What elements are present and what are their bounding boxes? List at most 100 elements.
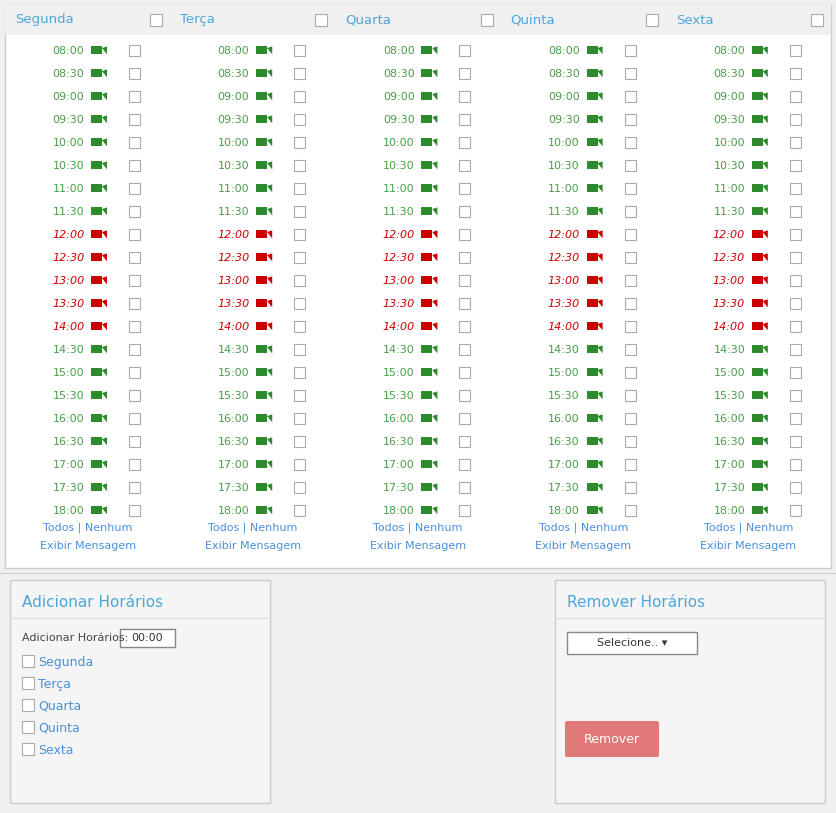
Bar	[790, 345, 801, 355]
Polygon shape	[432, 93, 437, 100]
Polygon shape	[598, 207, 603, 215]
Text: 17:30: 17:30	[53, 484, 84, 493]
Text: 18:00: 18:00	[217, 506, 249, 516]
Polygon shape	[102, 69, 107, 77]
Text: Todos | Nenhum: Todos | Nenhum	[538, 523, 628, 533]
Polygon shape	[762, 391, 767, 399]
Polygon shape	[102, 254, 107, 261]
Bar	[315, 14, 328, 26]
Bar	[790, 115, 801, 125]
Text: 10:30: 10:30	[383, 161, 415, 172]
Polygon shape	[268, 93, 273, 100]
Polygon shape	[762, 46, 767, 54]
Text: 09:00: 09:00	[713, 93, 745, 102]
Text: 14:30: 14:30	[53, 346, 84, 355]
Text: 12:00: 12:00	[52, 230, 84, 241]
Bar	[421, 69, 432, 77]
Polygon shape	[102, 276, 107, 285]
Bar	[587, 69, 598, 77]
Bar	[587, 138, 598, 146]
Polygon shape	[762, 93, 767, 100]
Bar	[129, 413, 140, 424]
Polygon shape	[268, 69, 273, 77]
Polygon shape	[762, 115, 767, 124]
Text: 12:30: 12:30	[548, 254, 580, 263]
Bar	[790, 482, 801, 493]
Bar	[624, 68, 635, 80]
Text: 17:30: 17:30	[383, 484, 415, 493]
Bar	[624, 482, 635, 493]
Bar	[129, 437, 140, 447]
Text: Terça: Terça	[38, 677, 71, 690]
Bar	[421, 299, 432, 307]
Bar	[22, 677, 34, 689]
Text: Exibir Mensagem: Exibir Mensagem	[535, 541, 631, 551]
Polygon shape	[102, 391, 107, 399]
Polygon shape	[102, 322, 107, 330]
Text: 17:00: 17:00	[53, 460, 84, 471]
Bar	[624, 413, 635, 424]
Bar	[811, 14, 823, 26]
Text: 10:00: 10:00	[383, 138, 415, 148]
Bar	[294, 207, 305, 217]
Text: 08:00: 08:00	[548, 46, 580, 56]
Polygon shape	[102, 415, 107, 422]
Polygon shape	[598, 299, 603, 307]
Bar	[624, 115, 635, 125]
Polygon shape	[432, 254, 437, 261]
Text: Sexta: Sexta	[38, 744, 74, 757]
Bar	[91, 484, 102, 491]
Text: 13:30: 13:30	[52, 299, 84, 310]
Polygon shape	[102, 93, 107, 100]
Bar	[294, 46, 305, 56]
Bar	[22, 721, 34, 733]
Polygon shape	[268, 391, 273, 399]
Bar	[5, 5, 831, 35]
Bar	[91, 506, 102, 515]
Text: 14:00: 14:00	[382, 322, 415, 333]
Polygon shape	[598, 93, 603, 100]
Text: 16:30: 16:30	[713, 437, 745, 447]
Text: 16:00: 16:00	[548, 415, 580, 424]
Bar	[587, 346, 598, 354]
Bar	[587, 415, 598, 422]
Bar	[294, 459, 305, 471]
Bar	[256, 322, 268, 330]
Polygon shape	[268, 484, 273, 491]
Bar	[790, 137, 801, 148]
Bar	[752, 322, 762, 330]
Text: 09:00: 09:00	[217, 93, 249, 102]
Bar	[294, 413, 305, 424]
Bar	[129, 91, 140, 102]
Polygon shape	[268, 161, 273, 169]
Bar	[256, 437, 268, 446]
Bar	[129, 229, 140, 241]
Polygon shape	[598, 484, 603, 491]
Bar	[256, 506, 268, 515]
Text: 11:30: 11:30	[383, 207, 415, 217]
Bar	[129, 321, 140, 333]
Bar	[91, 299, 102, 307]
Bar	[459, 115, 471, 125]
Bar	[129, 115, 140, 125]
Bar	[752, 299, 762, 307]
Bar	[587, 207, 598, 215]
Bar	[129, 207, 140, 217]
Polygon shape	[102, 506, 107, 515]
Bar	[624, 160, 635, 172]
Bar	[752, 230, 762, 238]
Polygon shape	[762, 506, 767, 515]
Bar	[752, 368, 762, 376]
Bar	[91, 69, 102, 77]
Bar	[459, 252, 471, 263]
Polygon shape	[598, 254, 603, 261]
Bar	[752, 254, 762, 261]
Text: 16:00: 16:00	[218, 415, 249, 424]
Bar	[790, 321, 801, 333]
Polygon shape	[598, 46, 603, 54]
Bar	[129, 160, 140, 172]
Bar	[752, 276, 762, 285]
Text: Selecione.. ▾: Selecione.. ▾	[597, 638, 667, 648]
Bar	[587, 161, 598, 169]
Polygon shape	[598, 391, 603, 399]
